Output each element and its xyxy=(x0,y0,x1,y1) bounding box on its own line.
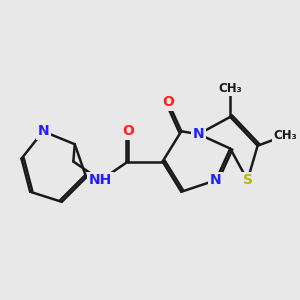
Text: O: O xyxy=(122,124,134,138)
Text: N: N xyxy=(37,124,49,138)
Text: O: O xyxy=(162,95,174,110)
Text: N: N xyxy=(210,173,222,187)
Text: N: N xyxy=(193,127,204,141)
Text: NH: NH xyxy=(89,173,112,187)
Text: S: S xyxy=(242,173,253,187)
Text: CH₃: CH₃ xyxy=(273,129,297,142)
Text: CH₃: CH₃ xyxy=(218,82,242,94)
